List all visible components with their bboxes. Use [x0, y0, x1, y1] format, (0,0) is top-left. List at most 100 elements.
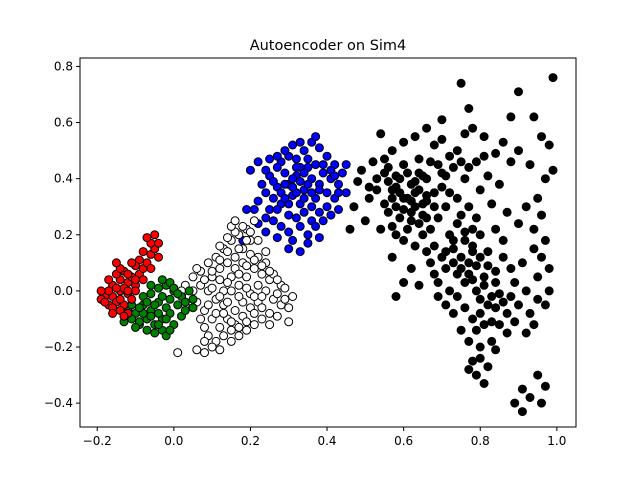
x-tick-label: 0.6 — [394, 434, 413, 448]
scatter-point — [165, 325, 175, 335]
scatter-point — [418, 171, 428, 181]
scatter-point — [276, 221, 286, 231]
scatter-point — [303, 179, 313, 189]
scatter-point — [146, 311, 156, 321]
scatter-point — [491, 303, 501, 313]
scatter-point — [445, 188, 455, 198]
scatter-point — [245, 165, 255, 175]
scatter-point — [234, 331, 244, 341]
scatter-point — [471, 325, 481, 335]
scatter-point — [318, 168, 328, 178]
scatter-point — [441, 171, 451, 181]
scatter-point — [464, 162, 474, 172]
scatter-point — [322, 188, 332, 198]
scatter-point — [410, 177, 420, 186]
chart-title: Autoencoder on Sim4 — [250, 38, 407, 54]
scatter-point — [537, 252, 546, 262]
scatter-point — [456, 157, 466, 167]
scatter-point — [506, 112, 516, 122]
scatter-point — [280, 179, 290, 189]
scatter-point — [215, 322, 225, 332]
scatter-point — [157, 275, 167, 285]
scatter-point — [203, 258, 213, 268]
scatter-point — [429, 202, 439, 212]
scatter-point — [234, 280, 244, 290]
scatter-point — [460, 235, 470, 245]
scatter-point — [498, 252, 508, 262]
scatter-point — [253, 235, 263, 245]
scatter-point — [242, 235, 252, 245]
scatter-point — [154, 252, 163, 262]
scatter-point — [380, 154, 389, 164]
scatter-point — [506, 157, 516, 167]
scatter-point — [138, 247, 148, 257]
scatter-point — [314, 207, 324, 217]
scatter-point — [307, 202, 317, 212]
scatter-point — [529, 320, 539, 330]
scatter-point — [127, 258, 137, 268]
scatter-point — [372, 174, 382, 184]
scatter-point — [498, 235, 508, 245]
scatter-point — [314, 143, 324, 153]
scatter-point — [322, 202, 332, 212]
scatter-point — [200, 348, 209, 358]
scatter-point — [272, 311, 282, 321]
scatter-point — [380, 199, 389, 209]
scatter-point — [180, 306, 190, 315]
scatter-point — [464, 365, 474, 374]
scatter-point — [548, 73, 558, 83]
scatter-point — [192, 264, 202, 273]
scatter-point — [406, 264, 416, 273]
y-tick-label: 0.6 — [54, 116, 73, 130]
scatter-point — [230, 216, 240, 226]
scatter-series — [119, 275, 198, 341]
scatter-point — [230, 306, 240, 315]
y-tick-label: −0.4 — [44, 396, 73, 410]
scatter-point — [196, 314, 206, 324]
scatter-point — [253, 280, 263, 290]
scatter-point — [406, 207, 416, 217]
scatter-point — [544, 264, 554, 273]
scatter-point — [280, 168, 290, 178]
scatter-point — [261, 213, 271, 223]
scatter-point — [291, 162, 301, 172]
scatter-point — [299, 168, 309, 178]
scatter-point — [142, 233, 152, 243]
scatter-point — [464, 104, 474, 113]
y-tick-label: 0.8 — [54, 59, 73, 73]
scatter-point — [318, 216, 328, 226]
scatter-point — [223, 297, 232, 307]
scatter-point — [150, 328, 160, 338]
scatter-point — [223, 258, 232, 268]
scatter-point — [391, 202, 401, 212]
scatter-point — [475, 353, 485, 363]
scatter-point — [268, 177, 278, 186]
scatter-point — [426, 258, 435, 268]
scatter-point — [468, 314, 478, 324]
scatter-point — [192, 345, 202, 355]
scatter-point — [533, 272, 543, 282]
scatter-point — [265, 205, 275, 214]
scatter-point — [119, 311, 129, 321]
scatter-point — [257, 179, 267, 189]
scatter-point — [491, 224, 501, 234]
scatter-point — [368, 157, 378, 167]
scatter-point — [383, 162, 393, 172]
scatter-point — [487, 199, 497, 209]
scatter-point — [433, 292, 443, 301]
scatter-point — [487, 336, 497, 346]
scatter-point — [345, 224, 355, 234]
scatter-point — [525, 393, 535, 402]
scatter-point — [223, 233, 232, 243]
scatter-point — [437, 182, 447, 192]
scatter-point — [364, 182, 374, 192]
scatter-point — [295, 221, 305, 231]
scatter-point — [487, 292, 497, 301]
scatter-point — [272, 233, 282, 243]
scatter-point — [326, 210, 336, 220]
scatter-point — [334, 188, 343, 198]
scatter-point — [537, 398, 546, 408]
scatter-point — [464, 269, 474, 279]
scatter-point — [479, 320, 489, 330]
y-tick-label: 0.0 — [54, 284, 73, 298]
